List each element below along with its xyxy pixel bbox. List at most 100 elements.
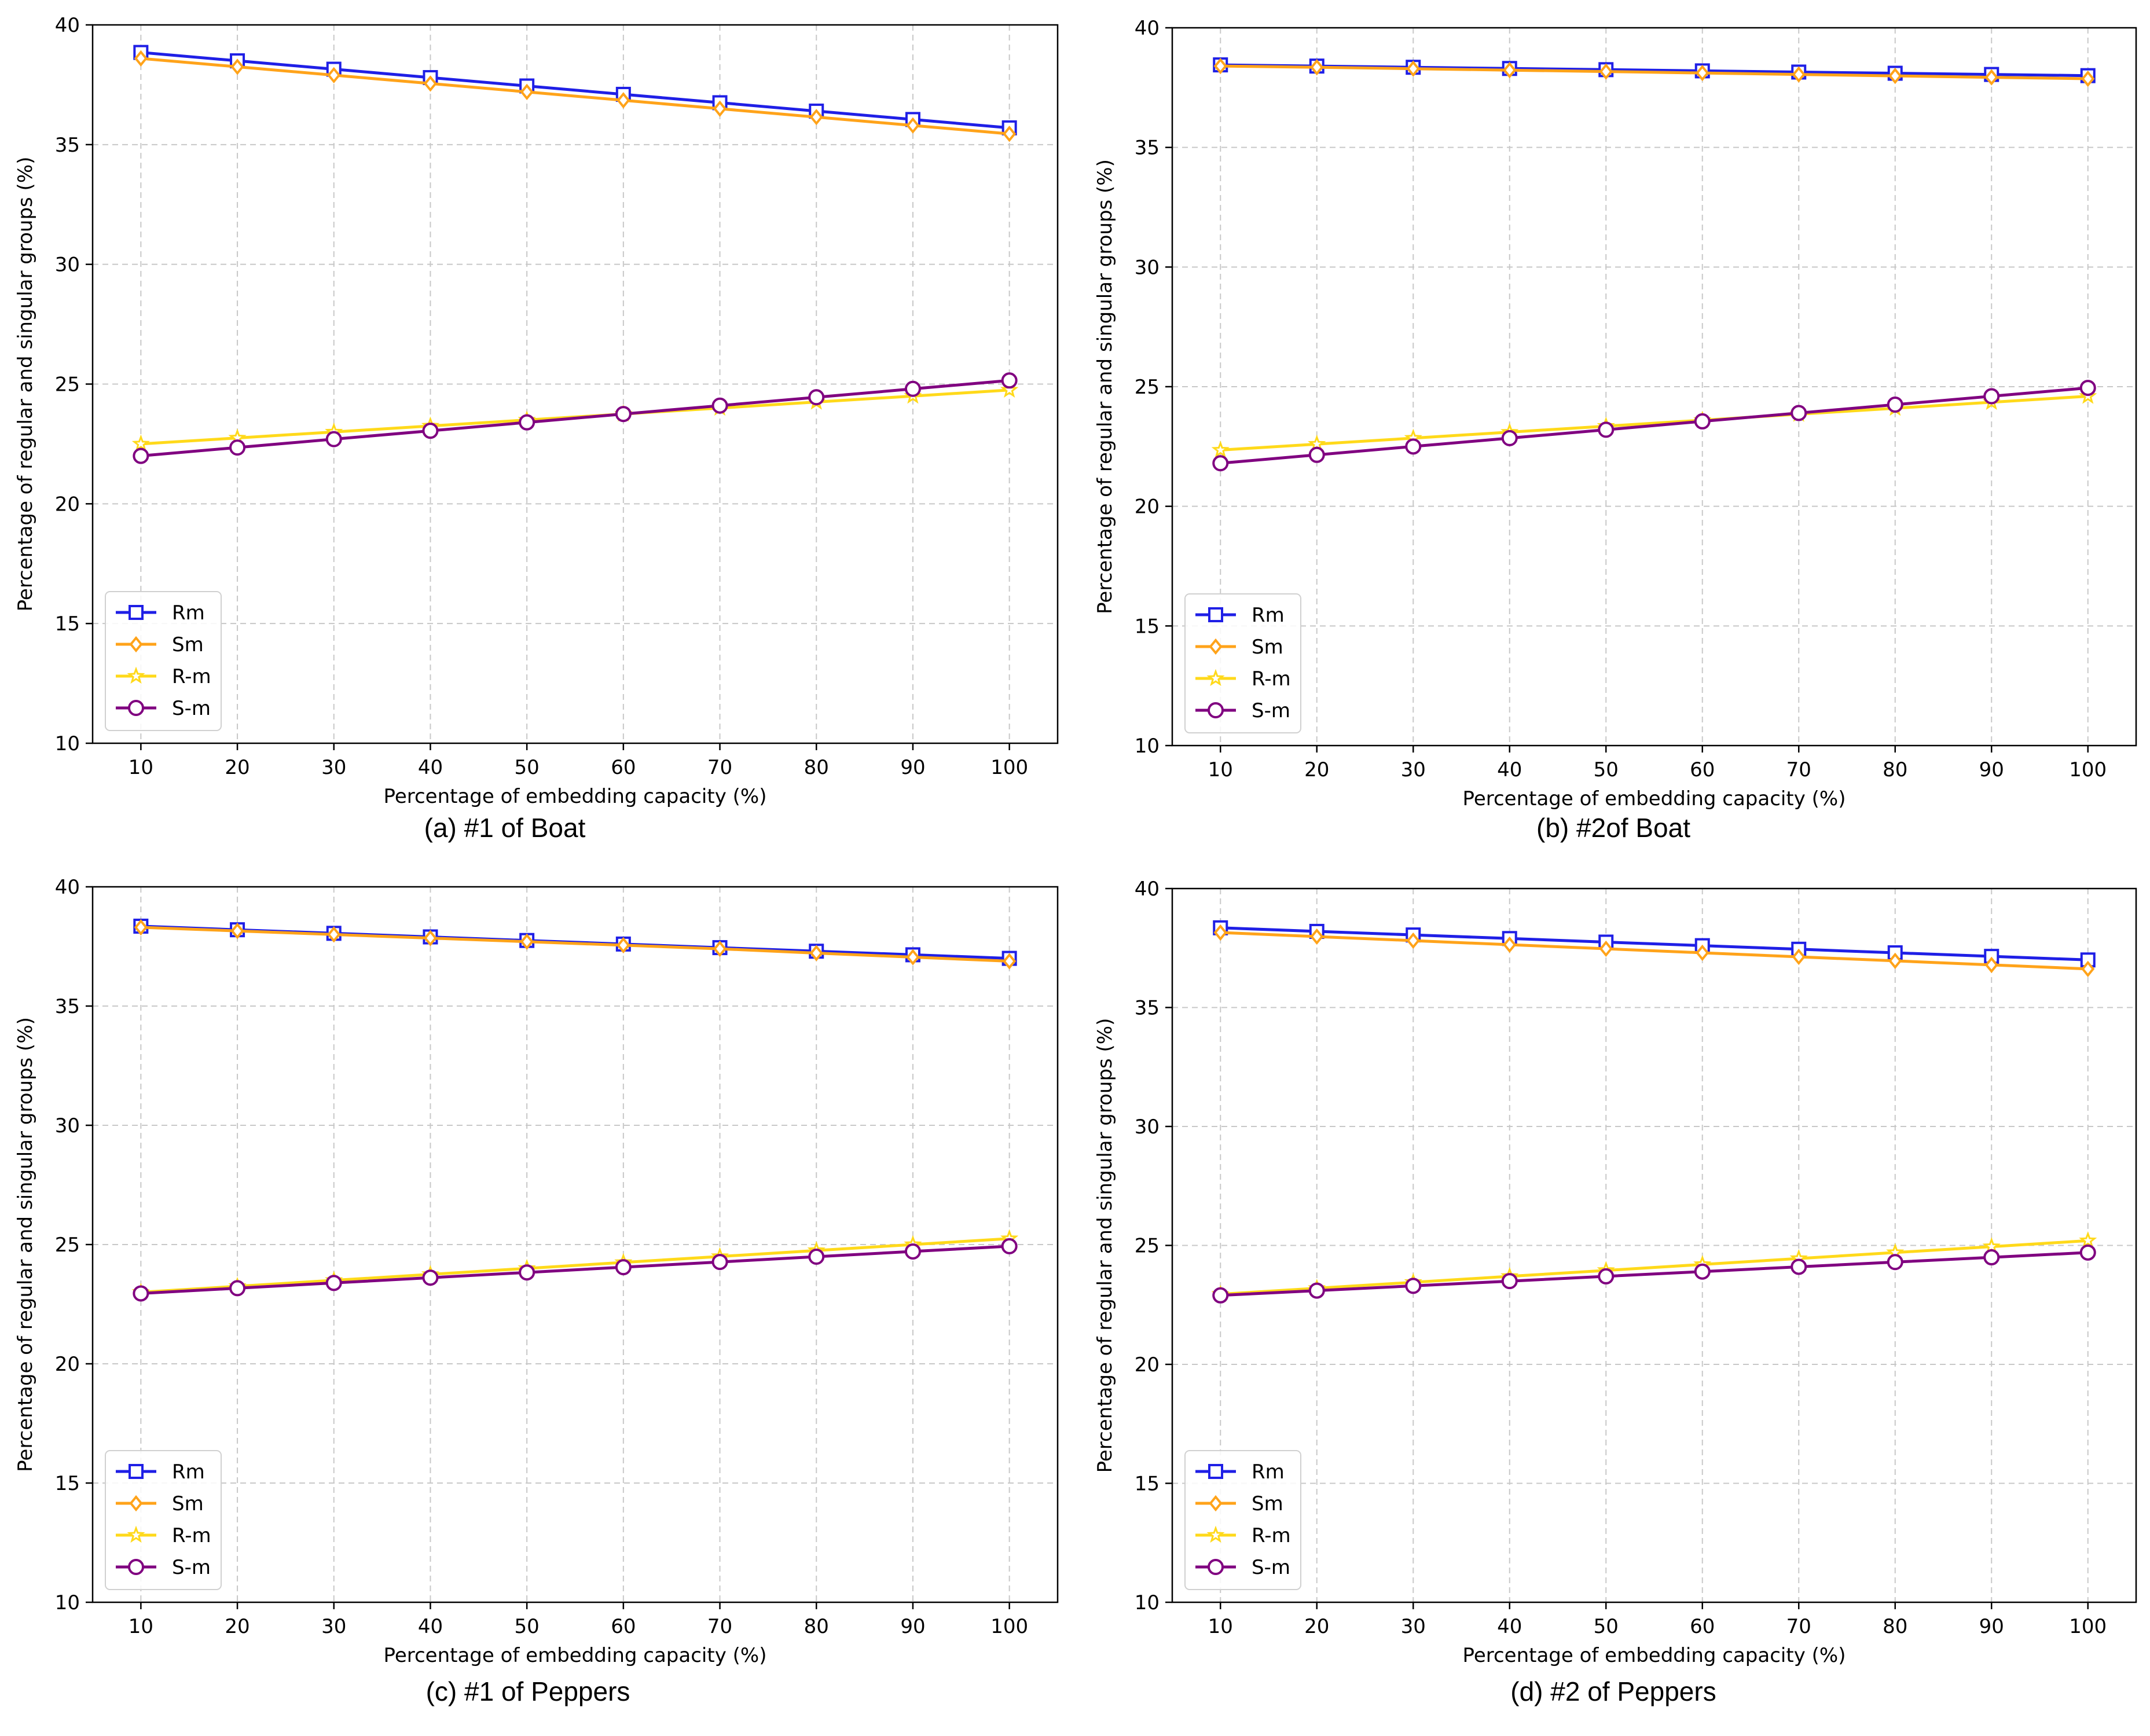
x-tick-label: 50 (1594, 758, 1619, 781)
data-point-s-m (1212, 455, 1229, 472)
legend: Rm Sm R-m S-m (105, 591, 222, 731)
x-axis-label: Percentage of embedding capacity (%) (1463, 1644, 1846, 1667)
x-tick-label: 60 (611, 1615, 636, 1638)
series-s-m (1212, 380, 2096, 472)
x-tick-label: 100 (990, 756, 1028, 779)
series-line-sm (1220, 931, 2088, 971)
data-point-s-m (422, 1269, 439, 1286)
y-tick-label: 40 (55, 876, 80, 899)
data-point-sm (1213, 924, 1227, 941)
legend-label-sm: Sm (1252, 1492, 1283, 1515)
data-point-s-m (519, 414, 535, 431)
x-axis-label: Percentage of embedding capacity (%) (384, 785, 767, 808)
legend-marker-sm (129, 636, 143, 653)
data-point-s-m (1983, 388, 2000, 405)
data-point-s-m (1501, 1273, 1518, 1290)
y-axis-label: Percentage of regular and singular group… (14, 157, 37, 612)
y-tick-label: 20 (1135, 496, 1160, 519)
data-point-s-m (808, 1249, 825, 1265)
chart-panel-2: 10 20 30 40 50 60 70 80 90 100 10 15 20 25 30 35 40 Perce… (1094, 17, 2137, 843)
data-point-sm (1599, 63, 1613, 80)
data-point-s-m (1791, 405, 1807, 421)
legend-label-r-m: R-m (172, 665, 211, 688)
data-point-s-m (1405, 438, 1422, 455)
chart-panel-4: 10 20 30 40 50 60 70 80 90 100 10 15 20 25 30 35 40 Perce… (1094, 878, 2137, 1706)
data-point-s-m (133, 447, 149, 464)
data-point-sm (327, 926, 341, 943)
series-sm (1213, 924, 2095, 978)
x-tick-label: 30 (1401, 1615, 1426, 1638)
data-point-sm (1696, 64, 1709, 82)
data-point-sm (617, 937, 630, 954)
data-point-s-m (133, 1285, 149, 1302)
data-point-s-m (904, 1243, 921, 1260)
series-line-rm (141, 51, 1010, 130)
series-line-s-m (1220, 1251, 2088, 1297)
x-tick-label: 80 (1883, 758, 1907, 781)
series-line-r-m (1220, 395, 2088, 452)
figure-caption: (b) #2of Boat (1536, 813, 1690, 843)
x-tick-label: 100 (2069, 1615, 2107, 1638)
y-tick-label: 30 (1135, 1115, 1160, 1139)
x-tick-label: 90 (900, 1615, 925, 1638)
y-tick-label: 25 (1135, 1235, 1160, 1258)
series-sm (134, 919, 1017, 970)
legend-marker-s-m (128, 700, 144, 716)
x-tick-label: 50 (515, 1615, 540, 1638)
series-sm (1213, 57, 2095, 87)
y-tick-label: 35 (55, 995, 80, 1018)
x-tick-label: 90 (900, 756, 925, 779)
data-point-sm (1310, 59, 1324, 76)
legend-label-sm: Sm (1252, 636, 1283, 659)
x-tick-label: 20 (1304, 758, 1329, 781)
series-line-r-m (1220, 1239, 2088, 1296)
data-point-s-m (1791, 1258, 1807, 1275)
legend-label-rm: Rm (172, 1460, 205, 1484)
y-tick-label: 25 (55, 373, 80, 397)
data-point-sm (134, 50, 148, 67)
x-tick-label: 30 (321, 1615, 346, 1638)
data-point-s-m (1887, 1254, 1903, 1271)
data-point-sm (230, 58, 244, 75)
legend-marker-rm (129, 1464, 144, 1479)
legend: Rm Sm R-m S-m (105, 1450, 222, 1590)
data-point-sm (520, 83, 534, 100)
legend-marker-sm (1209, 1495, 1223, 1512)
data-point-s-m (229, 439, 246, 456)
series-s-m (133, 1238, 1018, 1302)
data-point-s-m (1887, 397, 1903, 413)
legend-label-r-m: R-m (1252, 667, 1291, 691)
x-tick-label: 30 (321, 756, 346, 779)
data-point-r-m (1211, 441, 1230, 458)
series-rm (1213, 57, 2096, 83)
series-s-m (133, 372, 1018, 464)
y-tick-label: 10 (55, 1591, 80, 1614)
data-point-s-m (615, 1259, 632, 1276)
data-point-sm (1003, 953, 1017, 970)
legend-label-sm: Sm (172, 633, 204, 656)
data-point-s-m (325, 1275, 342, 1291)
data-point-r-m (131, 434, 150, 452)
series-line-r-m (141, 1237, 1010, 1294)
legend-label-rm: Rm (172, 601, 205, 625)
y-tick-label: 30 (1135, 256, 1160, 279)
data-point-sm (1503, 62, 1517, 79)
x-axis-label: Percentage of embedding capacity (%) (384, 1644, 767, 1667)
legend-marker-s-m (1208, 1559, 1224, 1575)
y-tick-label: 30 (55, 254, 80, 277)
x-tick-label: 70 (707, 1615, 732, 1638)
x-tick-label: 30 (1401, 758, 1426, 781)
data-point-sm (1984, 956, 1998, 974)
data-point-sm (1213, 57, 1227, 75)
legend-label-s-m: S-m (172, 697, 211, 720)
data-point-sm (713, 100, 727, 117)
legend-label-r-m: R-m (1252, 1524, 1291, 1547)
figure-caption: (c) #1 of Peppers (426, 1676, 630, 1706)
data-point-s-m (1308, 446, 1325, 463)
data-point-s-m (1694, 1263, 1711, 1280)
data-point-sm (1984, 69, 1998, 86)
data-point-s-m (1983, 1249, 2000, 1266)
y-axis-label: Percentage of regular and singular group… (1094, 159, 1117, 614)
x-tick-label: 60 (1690, 1615, 1715, 1638)
